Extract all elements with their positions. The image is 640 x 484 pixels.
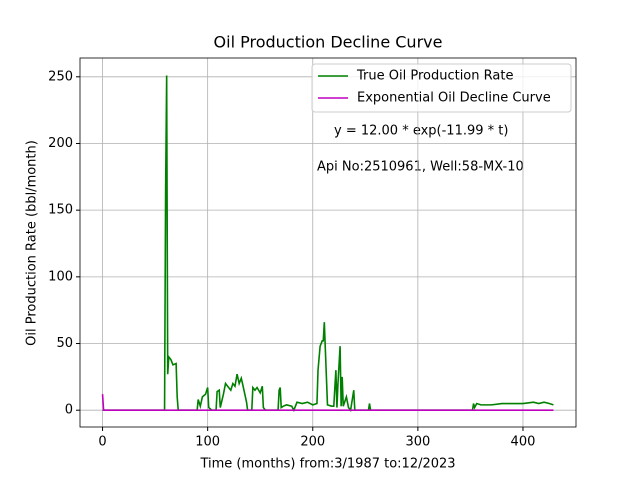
y-tick-label: 150 (48, 203, 73, 218)
annotation: y = 12.00 * exp(-11.99 * t) (334, 124, 508, 139)
x-tick-label: 400 (511, 435, 536, 450)
plot-frame (79, 57, 577, 428)
x-tick-label: 0 (98, 435, 106, 450)
y-tick-label: 100 (48, 269, 73, 284)
y-tick-label: 50 (56, 336, 73, 351)
x-tick-label: 200 (300, 435, 325, 450)
y-axis-label: Oil Production Rate (bbl/month) (25, 140, 40, 346)
x-tick-label: 100 (195, 435, 220, 450)
data-line (102, 75, 554, 413)
legend-box (311, 63, 572, 113)
legend-label: True Oil Production Rate (356, 69, 513, 84)
legend-label: Exponential Oil Decline Curve (357, 91, 551, 106)
y-tick-label: 250 (48, 69, 73, 84)
chart-title: Oil Production Decline Curve (214, 33, 443, 52)
y-tick-label: 0 (65, 403, 73, 418)
annotation: Api No:2510961, Well:58-MX-10 (317, 160, 524, 175)
y-tick-label: 200 (48, 136, 73, 151)
x-tick-label: 300 (405, 435, 430, 450)
data-line (101, 394, 554, 411)
x-axis-label: Time (months) from:3/1987 to:12/2023 (199, 457, 455, 472)
